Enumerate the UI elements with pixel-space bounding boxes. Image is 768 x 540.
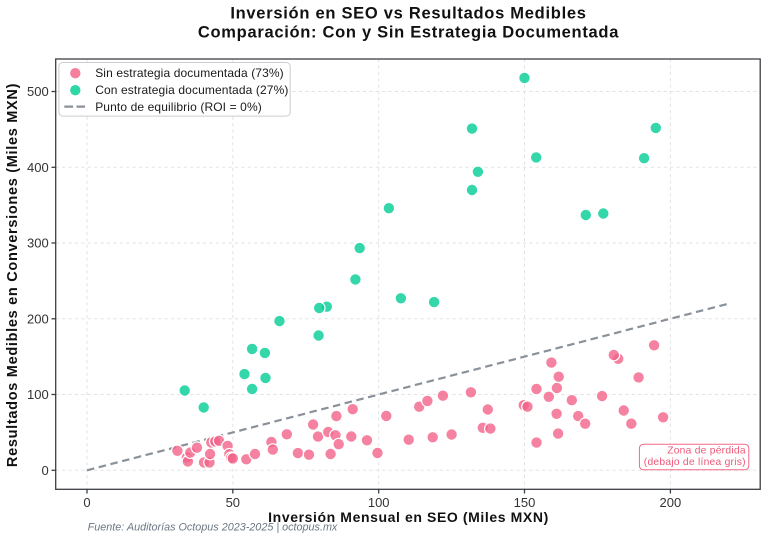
svg-text:Fuente: Auditorías Octopus 202: Fuente: Auditorías Octopus 2023-2025 | o… — [88, 521, 338, 533]
svg-text:(debajo de línea gris): (debajo de línea gris) — [644, 457, 746, 468]
svg-text:50: 50 — [226, 495, 240, 510]
svg-text:Zona de pérdida: Zona de pérdida — [667, 446, 746, 457]
svg-text:200: 200 — [660, 495, 682, 510]
svg-text:Comparación: Con y Sin Estrate: Comparación: Con y Sin Estrategia Docume… — [198, 24, 619, 42]
svg-text:100: 100 — [27, 387, 49, 402]
svg-text:200: 200 — [27, 311, 49, 326]
svg-text:300: 300 — [27, 236, 49, 251]
svg-text:Punto de equilibrio (ROI = 0%): Punto de equilibrio (ROI = 0%) — [95, 100, 262, 114]
svg-text:Sin estrategia documentada (73: Sin estrategia documentada (73%) — [95, 66, 284, 80]
svg-text:Inversión en SEO vs Resultados: Inversión en SEO vs Resultados Medibles — [230, 5, 586, 23]
svg-text:100: 100 — [368, 495, 390, 510]
svg-text:150: 150 — [514, 495, 536, 510]
svg-text:Resultados Medibles en Convers: Resultados Medibles en Conversiones (Mil… — [5, 83, 21, 467]
svg-text:400: 400 — [27, 160, 49, 175]
svg-text:Con estrategia documentada (27: Con estrategia documentada (27%) — [95, 83, 288, 97]
svg-text:500: 500 — [27, 84, 49, 99]
svg-text:Inversión Mensual en SEO (Mile: Inversión Mensual en SEO (Miles MXN) — [268, 509, 549, 525]
svg-text:0: 0 — [83, 495, 90, 510]
svg-text:0: 0 — [41, 463, 48, 478]
